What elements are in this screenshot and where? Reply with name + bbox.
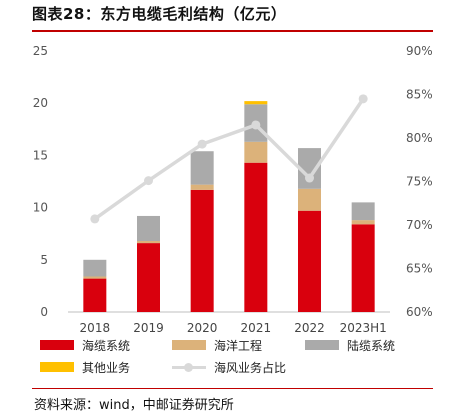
bar-subsea-cable [298, 210, 321, 312]
x-tick-label: 2022 [294, 321, 325, 335]
point-offshore-wind-share [305, 173, 314, 183]
y-tick-label: 0 [40, 305, 48, 319]
legend-dot-offshore-wind-share [184, 363, 193, 372]
bar-marine-engineering [83, 276, 107, 279]
y2-tick-label: 65% [406, 262, 433, 276]
y2-tick-label: 70% [406, 218, 433, 232]
bar-subsea-cable [137, 243, 160, 312]
point-offshore-wind-share [358, 94, 368, 104]
legend-swatch-other [40, 362, 74, 372]
line-offshore-wind-share [93, 97, 365, 221]
legend-label-land-cable: 陆缆系统 [347, 339, 396, 353]
source-note: 资料来源：wind，中邮证券研究所 [34, 398, 234, 413]
x-tick-label: 2018 [80, 321, 111, 335]
bar-land-cable [351, 202, 375, 221]
bar-subsea-cable [83, 278, 107, 312]
y-tick-label: 10 [33, 201, 48, 215]
x-tick-label: 2021 [241, 321, 272, 335]
bar-land-cable [298, 148, 321, 189]
y-tick-label: 25 [33, 44, 48, 58]
bar-other [244, 101, 268, 105]
point-offshore-wind-share [90, 214, 100, 224]
legend-label-offshore-wind-share: 海风业务占比 [214, 361, 287, 375]
bar-subsea-cable [351, 224, 375, 312]
point-offshore-wind-share [197, 139, 207, 149]
legend-label-subsea-cable: 海缆系统 [82, 339, 131, 353]
y-tick-label: 5 [40, 253, 48, 267]
point-offshore-wind-share [251, 120, 261, 130]
title-rule [32, 30, 433, 32]
y2-tick-label: 75% [406, 175, 433, 189]
bar-land-cable [190, 151, 214, 185]
point-offshore-wind-share [144, 176, 153, 186]
legend-swatch-land-cable [305, 340, 339, 350]
bar-subsea-cable [244, 162, 268, 312]
bar-marine-engineering [298, 188, 321, 211]
legend-swatch-subsea-cable [40, 340, 74, 350]
y2-tick-label: 60% [406, 305, 433, 319]
y-tick-label: 20 [33, 96, 48, 110]
bar-marine-engineering [137, 241, 160, 244]
y2-tick-label: 80% [406, 131, 433, 145]
source-rule [32, 388, 433, 389]
legend-label-marine-engineering: 海洋工程 [214, 339, 263, 353]
y-tick-label: 15 [33, 148, 48, 162]
bar-subsea-cable [190, 189, 214, 312]
bar-land-cable [137, 215, 160, 242]
bar-marine-engineering [244, 141, 268, 163]
bar-marine-engineering [351, 220, 375, 225]
x-tick-label: 2020 [187, 321, 218, 335]
x-tick-label: 2019 [133, 321, 164, 335]
chart-title: 图表28：东方电缆毛利结构（亿元） [32, 5, 287, 23]
x-tick-label: 2023H1 [340, 321, 387, 335]
bar-land-cable [83, 259, 107, 277]
legend-label-other: 其他业务 [82, 361, 131, 375]
bar-marine-engineering [190, 184, 214, 190]
legend-swatch-marine-engineering [172, 340, 206, 350]
y2-tick-label: 90% [406, 44, 433, 58]
y2-tick-label: 85% [406, 88, 433, 102]
